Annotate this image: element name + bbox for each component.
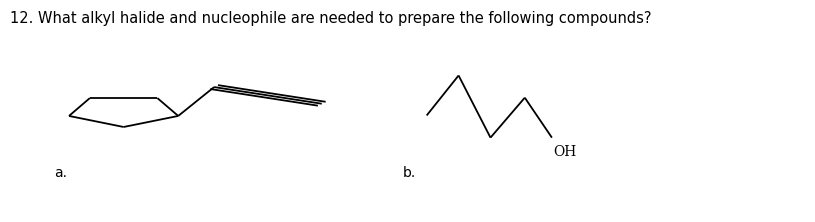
Text: b.: b. <box>403 166 416 180</box>
Text: OH: OH <box>553 145 577 159</box>
Text: 12. What alkyl halide and nucleophile are needed to prepare the following compou: 12. What alkyl halide and nucleophile ar… <box>10 11 651 26</box>
Text: a.: a. <box>55 166 67 180</box>
